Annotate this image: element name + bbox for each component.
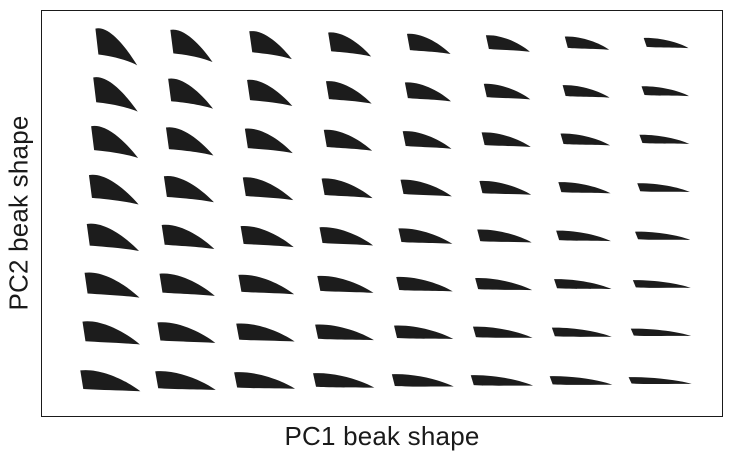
beak-silhouette-icon: [398, 228, 453, 244]
beak-silhouette-icon: [643, 37, 689, 49]
beak-silhouette-icon: [485, 35, 530, 52]
beak-silhouette-icon: [328, 32, 372, 57]
beak-silhouette-icon: [82, 321, 140, 345]
beak-silhouette-icon: [159, 273, 215, 296]
beak-silhouette-icon: [86, 223, 139, 252]
beak-silhouette-icon: [554, 279, 612, 290]
beak-silhouette-icon: [168, 78, 214, 109]
beak-silhouette-icon: [560, 133, 611, 146]
beak-silhouette-icon: [157, 322, 216, 343]
beak-silhouette-icon: [556, 230, 611, 242]
beak-silhouette-icon: [240, 225, 294, 248]
beak-silhouette-icon: [165, 127, 214, 156]
beak-silhouette-icon: [80, 370, 141, 392]
beak-silhouette-icon: [628, 377, 692, 385]
beak-silhouette-icon: [170, 29, 213, 63]
beak-silhouette-icon: [402, 131, 452, 149]
beak-silhouette-icon: [84, 272, 140, 298]
beak-silhouette-icon: [95, 28, 138, 66]
beak-silhouette-icon: [244, 128, 293, 154]
beak-silhouette-icon: [163, 176, 214, 203]
beak-silhouette-icon: [630, 328, 692, 336]
beak-silhouette-icon: [317, 275, 374, 293]
beak-silhouette-icon: [564, 36, 610, 50]
beak-silhouette-icon: [396, 276, 453, 292]
beak-silhouette-icon: [551, 327, 612, 337]
beak-silhouette-icon: [238, 274, 295, 295]
beak-silhouette-icon: [632, 280, 691, 288]
beak-grid: [80, 28, 692, 392]
beak-silhouette-icon: [475, 278, 533, 291]
beak-silhouette-icon: [88, 174, 139, 205]
beak-silhouette-icon: [635, 231, 691, 240]
beak-silhouette-icon: [321, 178, 373, 199]
y-axis-label: PC2 beak shape: [3, 115, 34, 311]
beak-silhouette-icon: [247, 79, 293, 107]
beak-silhouette-icon: [242, 177, 294, 201]
x-axis-label: PC1 beak shape: [284, 421, 480, 451]
morphospace-frame: [41, 10, 723, 417]
beak-silhouette-icon: [91, 125, 139, 158]
beak-silhouette-icon: [313, 373, 375, 388]
beak-silhouette-icon: [406, 33, 451, 54]
beak-silhouette-icon: [639, 134, 690, 145]
beak-silhouette-icon: [641, 86, 689, 97]
beak-silhouette-icon: [394, 325, 454, 339]
beak-silhouette-icon: [323, 129, 373, 151]
beak-silhouette-icon: [400, 179, 452, 197]
beak-silhouette-icon: [325, 81, 372, 104]
beak-silhouette-icon: [479, 180, 532, 195]
beak-silhouette-icon: [319, 227, 374, 246]
beak-silhouette-icon: [483, 83, 531, 100]
beak-silhouette-icon: [637, 183, 690, 193]
beak-silhouette-icon: [315, 324, 374, 341]
beak-silhouette-icon: [234, 372, 296, 389]
beak-silhouette-icon: [470, 375, 534, 386]
beak-silhouette-icon: [477, 229, 532, 243]
beak-silhouette-icon: [236, 323, 295, 342]
beak-silhouette-icon: [249, 31, 292, 60]
beak-silhouette-icon: [391, 374, 454, 387]
beak-silhouette-icon: [472, 326, 533, 338]
beak-silhouette-icon: [93, 77, 138, 112]
beak-silhouette-icon: [155, 371, 216, 390]
beak-silhouette-icon: [558, 182, 611, 194]
beak-silhouette-icon: [404, 82, 451, 102]
beak-silhouette-icon: [562, 85, 610, 98]
beak-silhouette-icon: [481, 132, 531, 148]
beak-silhouette-icon: [549, 376, 613, 385]
beak-silhouette-icon: [161, 224, 215, 250]
